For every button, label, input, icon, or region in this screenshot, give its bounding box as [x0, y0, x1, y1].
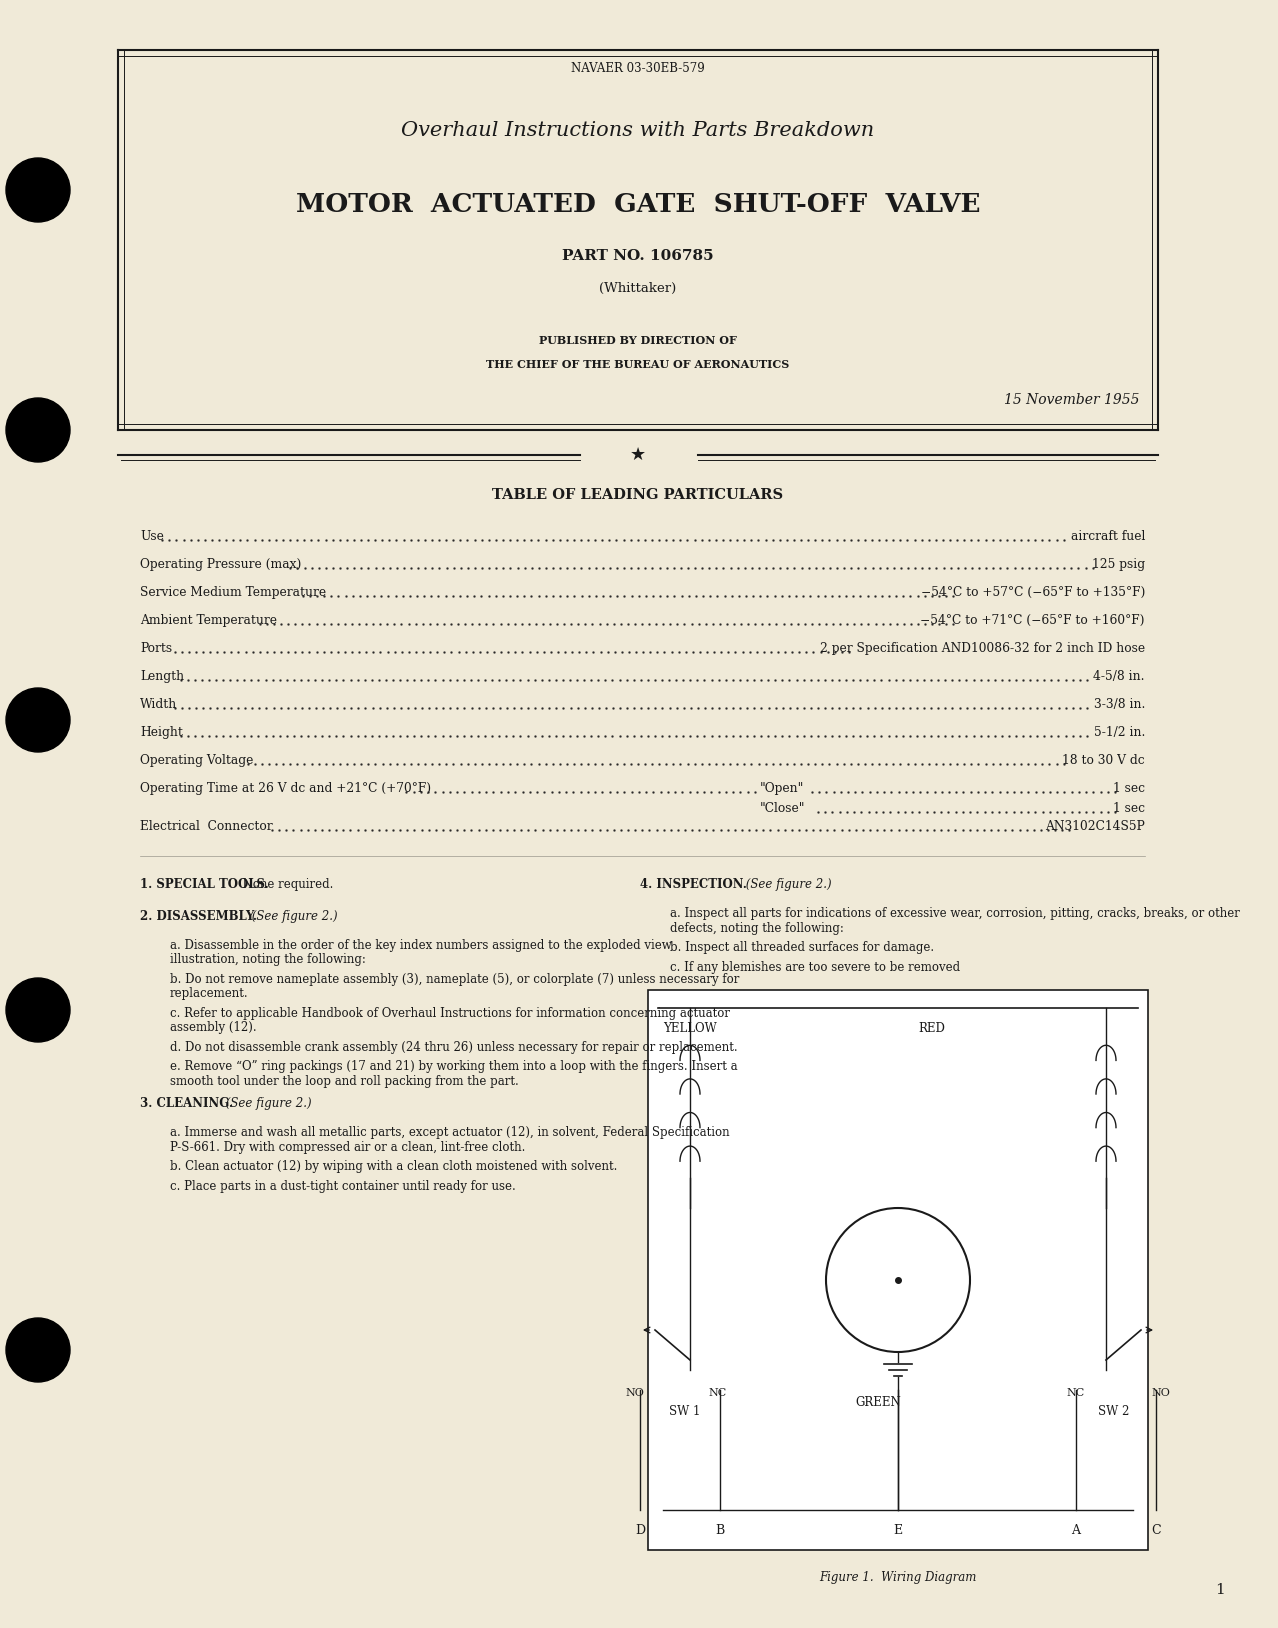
Text: Height: Height: [141, 726, 183, 739]
Text: 1: 1: [1215, 1582, 1224, 1597]
Text: 2 per Specification AND10086-32 for 2 inch ID hose: 2 per Specification AND10086-32 for 2 in…: [820, 641, 1145, 654]
Text: 1. SPECIAL TOOLS.: 1. SPECIAL TOOLS.: [141, 877, 268, 891]
Text: NO: NO: [625, 1389, 644, 1398]
Text: 18 to 30 V dc: 18 to 30 V dc: [1062, 754, 1145, 767]
Text: (Whittaker): (Whittaker): [599, 282, 676, 295]
Text: Length: Length: [141, 671, 184, 684]
Text: NC: NC: [1067, 1389, 1085, 1398]
Text: d. Do not disassemble crank assembly (24 thru 26) unless necessary for repair or: d. Do not disassemble crank assembly (24…: [170, 1040, 737, 1053]
Text: "Close": "Close": [760, 803, 805, 816]
Text: Electrical  Connector: Electrical Connector: [141, 821, 272, 834]
Text: b. Do not remove nameplate assembly (3), nameplate (5), or colorplate (7) unless: b. Do not remove nameplate assembly (3),…: [170, 974, 740, 987]
Text: illustration, noting the following:: illustration, noting the following:: [170, 954, 366, 967]
Text: RED: RED: [918, 1021, 944, 1034]
Text: 2. DISASSEMBLY.: 2. DISASSEMBLY.: [141, 910, 257, 923]
Text: (See figure 2.): (See figure 2.): [248, 910, 337, 923]
Text: c. Refer to applicable Handbook of Overhaul Instructions for information concern: c. Refer to applicable Handbook of Overh…: [170, 1006, 730, 1019]
Text: Overhaul Instructions with Parts Breakdown: Overhaul Instructions with Parts Breakdo…: [401, 120, 874, 140]
Text: 3-3/8 in.: 3-3/8 in.: [1094, 698, 1145, 711]
Text: 125 psig: 125 psig: [1091, 558, 1145, 571]
Text: GREEN: GREEN: [855, 1395, 901, 1408]
Text: e. Remove “O” ring packings (17 and 21) by working them into a loop with the fin: e. Remove “O” ring packings (17 and 21) …: [170, 1060, 737, 1073]
Circle shape: [6, 158, 70, 221]
Text: NAVAER 03-30EB-579: NAVAER 03-30EB-579: [571, 62, 705, 75]
Text: P-S-661. Dry with compressed air or a clean, lint-free cloth.: P-S-661. Dry with compressed air or a cl…: [170, 1141, 525, 1154]
Text: C: C: [1151, 1524, 1160, 1537]
Text: Operating Pressure (max): Operating Pressure (max): [141, 558, 302, 571]
Text: a. Disassemble in the order of the key index numbers assigned to the exploded vi: a. Disassemble in the order of the key i…: [170, 939, 672, 952]
Text: B: B: [716, 1524, 725, 1537]
Text: b. Clean actuator (12) by wiping with a clean cloth moistened with solvent.: b. Clean actuator (12) by wiping with a …: [170, 1161, 617, 1174]
Text: 3. CLEANING.: 3. CLEANING.: [141, 1097, 233, 1110]
Text: Width: Width: [141, 698, 178, 711]
Circle shape: [6, 978, 70, 1042]
Text: A: A: [1071, 1524, 1080, 1537]
Text: −54°C to +71°C (−65°F to +160°F): −54°C to +71°C (−65°F to +160°F): [920, 614, 1145, 627]
Text: 4-5/8 in.: 4-5/8 in.: [1094, 671, 1145, 684]
Text: 5-1/2 in.: 5-1/2 in.: [1094, 726, 1145, 739]
Text: assembly (12).: assembly (12).: [170, 1021, 257, 1034]
Text: None required.: None required.: [235, 877, 334, 891]
Text: TABLE OF LEADING PARTICULARS: TABLE OF LEADING PARTICULARS: [492, 488, 783, 501]
Text: SW 1: SW 1: [670, 1405, 700, 1418]
Text: smooth tool under the loop and roll packing from the part.: smooth tool under the loop and roll pack…: [170, 1074, 519, 1088]
Text: a. Inspect all parts for indications of excessive wear, corrosion, pitting, crac: a. Inspect all parts for indications of …: [670, 907, 1240, 920]
Text: (See figure 2.): (See figure 2.): [743, 877, 832, 891]
Text: Use: Use: [141, 531, 164, 544]
Text: Service Medium Temperature: Service Medium Temperature: [141, 586, 326, 599]
Text: c. Place parts in a dust-tight container until ready for use.: c. Place parts in a dust-tight container…: [170, 1180, 516, 1193]
Text: Operating Voltage: Operating Voltage: [141, 754, 253, 767]
Circle shape: [6, 1319, 70, 1382]
Text: 1 sec: 1 sec: [1113, 781, 1145, 794]
Text: Figure 1.  Wiring Diagram: Figure 1. Wiring Diagram: [819, 1571, 976, 1584]
Text: E: E: [893, 1524, 902, 1537]
Text: replacement.: replacement.: [170, 988, 249, 1000]
Text: aircraft fuel: aircraft fuel: [1071, 531, 1145, 544]
Text: 4. INSPECTION.: 4. INSPECTION.: [640, 877, 746, 891]
Text: 15 November 1955: 15 November 1955: [1005, 392, 1140, 407]
Text: PART NO. 106785: PART NO. 106785: [562, 249, 714, 264]
Text: PUBLISHED BY DIRECTION OF: PUBLISHED BY DIRECTION OF: [539, 334, 737, 345]
Text: −54°C to +57°C (−65°F to +135°F): −54°C to +57°C (−65°F to +135°F): [920, 586, 1145, 599]
Bar: [648, 990, 1148, 1550]
Text: ★: ★: [630, 446, 647, 464]
Text: Ports: Ports: [141, 641, 173, 654]
Text: Operating Time at 26 V dc and +21°C (+70°F): Operating Time at 26 V dc and +21°C (+70…: [141, 781, 431, 794]
Text: YELLOW: YELLOW: [663, 1021, 717, 1034]
Text: Ambient Temperature: Ambient Temperature: [141, 614, 277, 627]
Text: c. If any blemishes are too severe to be removed: c. If any blemishes are too severe to be…: [670, 961, 960, 974]
Text: NO: NO: [1151, 1389, 1171, 1398]
Circle shape: [6, 397, 70, 462]
Text: a. Immerse and wash all metallic parts, except actuator (12), in solvent, Federa: a. Immerse and wash all metallic parts, …: [170, 1127, 730, 1140]
Text: 1 sec: 1 sec: [1113, 803, 1145, 816]
Text: MOTOR  ACTUATED  GATE  SHUT-OFF  VALVE: MOTOR ACTUATED GATE SHUT-OFF VALVE: [295, 192, 980, 218]
Text: AN3102C14S5P: AN3102C14S5P: [1045, 821, 1145, 834]
Text: "Open": "Open": [760, 781, 804, 794]
Text: D: D: [635, 1524, 645, 1537]
Text: SW 2: SW 2: [1098, 1405, 1130, 1418]
Circle shape: [826, 1208, 970, 1351]
Circle shape: [6, 689, 70, 752]
Text: defects, noting the following:: defects, noting the following:: [670, 921, 843, 934]
Text: b. Inspect all threaded surfaces for damage.: b. Inspect all threaded surfaces for dam…: [670, 941, 934, 954]
Text: NC: NC: [709, 1389, 727, 1398]
Text: (See figure 2.): (See figure 2.): [222, 1097, 312, 1110]
Text: THE CHIEF OF THE BUREAU OF AERONAUTICS: THE CHIEF OF THE BUREAU OF AERONAUTICS: [487, 358, 790, 370]
